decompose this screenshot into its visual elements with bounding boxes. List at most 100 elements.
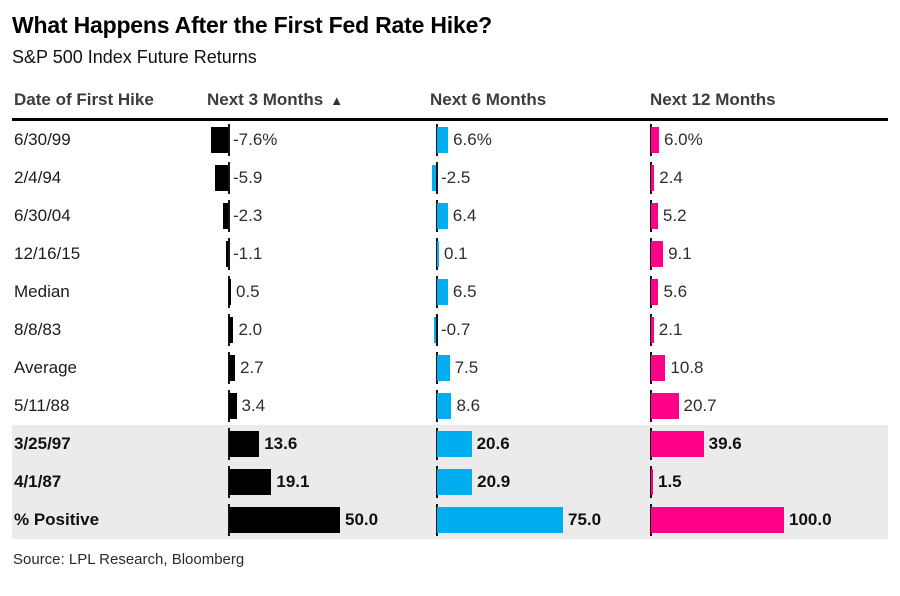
bar-cell-next-12-months: 10.8 bbox=[628, 349, 888, 387]
bar-next-3-months bbox=[229, 393, 237, 419]
table-row: 2/4/94 -5.9 -2.5 2.4 bbox=[12, 159, 888, 197]
bar-cell-next-3-months: 13.6 bbox=[206, 425, 414, 463]
row-date-label: 5/11/88 bbox=[14, 396, 70, 415]
bar-cell-next-3-months: -2.3 bbox=[206, 197, 414, 235]
bar-cell-next-3-months: 19.1 bbox=[206, 463, 414, 501]
bar-cell-next-6-months: 6.5 bbox=[414, 273, 628, 311]
table-row: 5/11/88 3.4 8.6 20.7 bbox=[12, 387, 888, 425]
bar-next-3-months bbox=[229, 279, 231, 305]
row-date-label: 6/30/04 bbox=[14, 206, 71, 225]
bar-cell-next-12-months: 6.0% bbox=[628, 121, 888, 159]
table-header-row: Date of First Hike Next 3 Months ▲ Next 6… bbox=[12, 90, 888, 121]
bar-cell-next-3-months: 50.0 bbox=[206, 501, 414, 539]
bar-next-12-months bbox=[651, 203, 658, 229]
bar-cell-next-12-months: 100.0 bbox=[628, 501, 888, 539]
row-date-label: Average bbox=[14, 358, 78, 377]
bar-cell-next-6-months: 75.0 bbox=[414, 501, 628, 539]
column-header-next-12-months: Next 12 Months bbox=[650, 90, 776, 109]
bar-next-12-months bbox=[651, 165, 655, 191]
bar-next-6-months bbox=[437, 279, 448, 305]
bar-value-label: -0.7 bbox=[441, 320, 471, 339]
bar-cell-next-3-months: 2.7 bbox=[206, 349, 414, 387]
bar-cell-next-6-months: 6.6% bbox=[414, 121, 628, 159]
source-note: Source: LPL Research, Bloomberg bbox=[13, 551, 245, 568]
bar-next-12-months bbox=[651, 355, 666, 381]
bar-value-label: 50.0 bbox=[345, 510, 379, 529]
bar-cell-next-12-months: 1.5 bbox=[628, 463, 888, 501]
bar-next-6-months bbox=[437, 507, 563, 533]
axis-baseline bbox=[436, 314, 438, 346]
bar-value-label: 19.1 bbox=[276, 472, 310, 491]
bar-next-12-months bbox=[651, 469, 653, 495]
row-date-label: 12/16/15 bbox=[14, 244, 81, 263]
table-body: 6/30/99 -7.6% 6.6% 6.0% 2/4/94 -5.9 -2.5 bbox=[12, 121, 888, 539]
bar-value-label: 2.4 bbox=[659, 168, 683, 187]
column-header-next-3-months[interactable]: Next 3 Months ▲ bbox=[206, 90, 414, 110]
page-title: What Happens After the First Fed Rate Hi… bbox=[12, 12, 493, 38]
axis-baseline bbox=[228, 162, 230, 194]
bar-cell-next-12-months: 9.1 bbox=[628, 235, 888, 273]
bar-cell-next-12-months: 2.1 bbox=[628, 311, 888, 349]
bar-next-3-months bbox=[229, 317, 234, 343]
bar-cell-next-6-months: 6.4 bbox=[414, 197, 628, 235]
bar-next-3-months bbox=[229, 431, 260, 457]
bar-value-label: 3.4 bbox=[241, 396, 266, 415]
table-row: 6/30/04 -2.3 6.4 5.2 bbox=[12, 197, 888, 235]
bar-value-label: 0.5 bbox=[236, 282, 260, 301]
bar-value-label: -7.6% bbox=[233, 130, 278, 149]
bar-value-label: 5.6 bbox=[663, 282, 688, 301]
bar-next-6-months bbox=[437, 393, 452, 419]
axis-baseline bbox=[228, 200, 230, 232]
bar-value-label: 10.8 bbox=[670, 358, 704, 377]
bar-value-label: -1.1 bbox=[233, 244, 263, 263]
returns-table: Date of First Hike Next 3 Months ▲ Next 6… bbox=[12, 90, 888, 539]
bar-value-label: 20.7 bbox=[683, 396, 717, 415]
table-row: 8/8/83 2.0 -0.7 2.1 bbox=[12, 311, 888, 349]
bar-next-12-months bbox=[651, 507, 784, 533]
row-date-label: Median bbox=[14, 282, 70, 301]
bar-next-3-months bbox=[211, 127, 228, 153]
bar-value-label: 7.5 bbox=[454, 358, 479, 377]
bar-cell-next-6-months: -0.7 bbox=[414, 311, 628, 349]
bar-next-12-months bbox=[651, 431, 704, 457]
column-header-label: Next 3 Months bbox=[207, 90, 324, 109]
bar-next-12-months bbox=[651, 279, 659, 305]
bar-value-label: 6.6% bbox=[453, 130, 492, 149]
bar-value-label: 2.7 bbox=[239, 358, 264, 377]
bar-value-label: -2.3 bbox=[233, 206, 263, 225]
bar-cell-next-6-months: -2.5 bbox=[414, 159, 628, 197]
bar-value-label: -5.9 bbox=[233, 168, 263, 187]
bar-value-label: -2.5 bbox=[441, 168, 471, 187]
table-row: Average 2.7 7.5 10.8 bbox=[12, 349, 888, 387]
row-date-label: % Positive bbox=[14, 510, 100, 529]
bar-value-label: 6.4 bbox=[452, 206, 477, 225]
bar-next-3-months bbox=[225, 241, 228, 267]
sort-ascending-icon: ▲ bbox=[330, 93, 344, 108]
bar-value-label: 8.6 bbox=[456, 396, 481, 415]
table-row: 12/16/15 -1.1 0.1 9.1 bbox=[12, 235, 888, 273]
bar-value-label: 5.2 bbox=[662, 206, 687, 225]
row-date-label: 8/8/83 bbox=[14, 320, 62, 339]
table-row: 6/30/99 -7.6% 6.6% 6.0% bbox=[12, 121, 888, 159]
bar-next-3-months bbox=[214, 165, 228, 191]
bar-value-label: 39.6 bbox=[708, 434, 742, 453]
bar-next-3-months bbox=[229, 355, 235, 381]
bar-next-3-months bbox=[229, 507, 340, 533]
bar-cell-next-6-months: 20.9 bbox=[414, 463, 628, 501]
bar-value-label: 13.6 bbox=[264, 434, 298, 453]
bar-value-label: 6.0% bbox=[663, 130, 703, 149]
bar-value-label: 100.0 bbox=[789, 510, 832, 529]
bar-cell-next-6-months: 20.6 bbox=[414, 425, 628, 463]
bar-next-12-months bbox=[651, 317, 654, 343]
bar-cell-next-3-months: 3.4 bbox=[206, 387, 414, 425]
bar-value-label: 9.1 bbox=[668, 244, 692, 263]
bar-cell-next-12-months: 5.2 bbox=[628, 197, 888, 235]
row-date-label: 6/30/99 bbox=[14, 130, 71, 149]
bar-cell-next-3-months: -5.9 bbox=[206, 159, 414, 197]
bar-cell-next-3-months: 2.0 bbox=[206, 311, 414, 349]
row-date-label: 2/4/94 bbox=[14, 168, 62, 187]
bar-value-label: 20.6 bbox=[476, 434, 510, 453]
bar-cell-next-6-months: 0.1 bbox=[414, 235, 628, 273]
table-row: Median 0.5 6.5 5.6 bbox=[12, 273, 888, 311]
bar-value-label: 75.0 bbox=[568, 510, 602, 529]
